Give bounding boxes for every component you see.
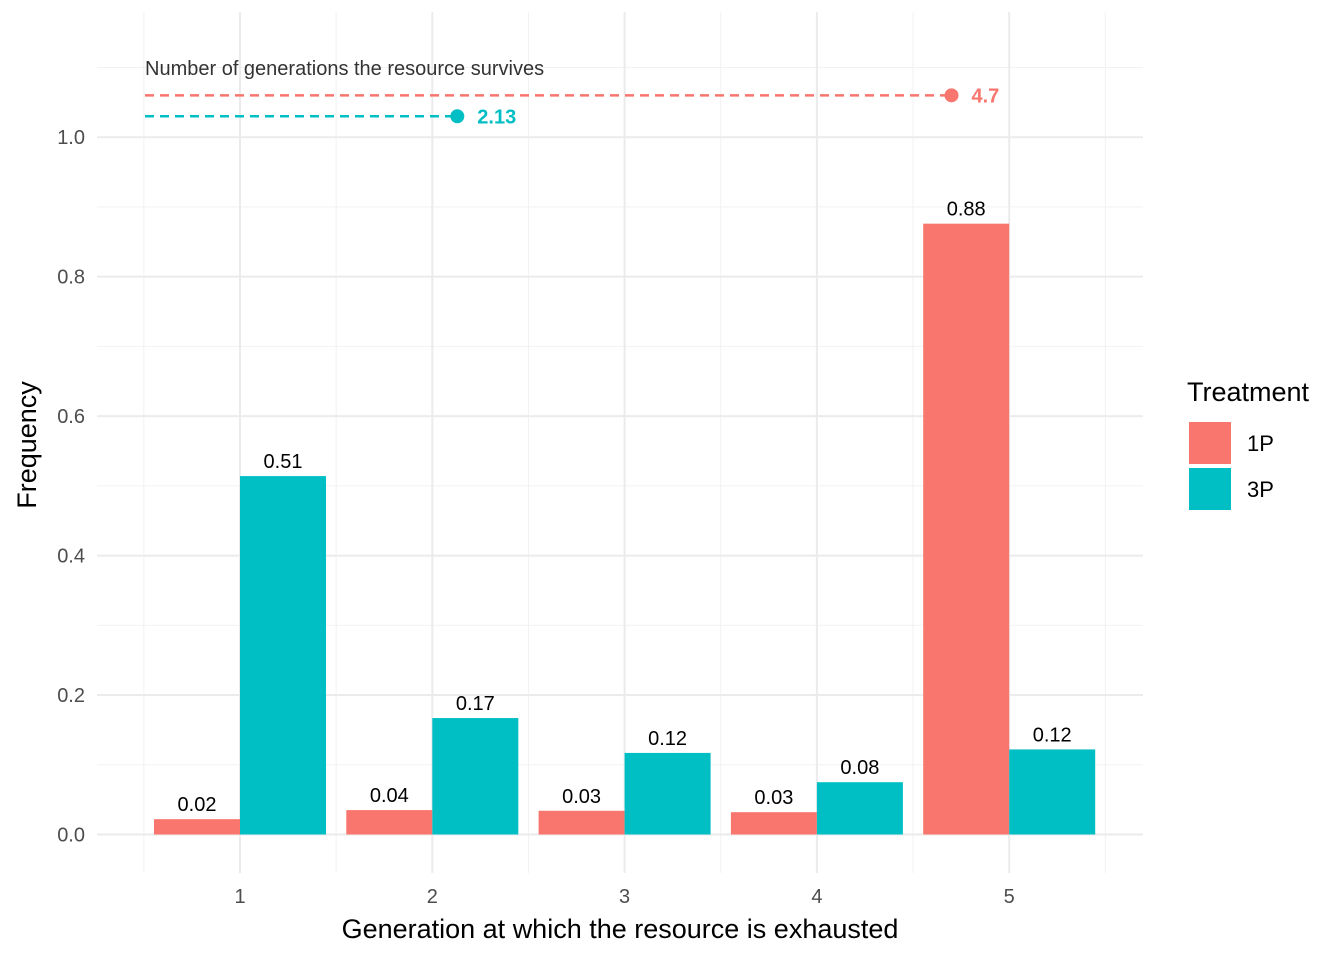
bar-label-3p-gen-4: 0.08 xyxy=(840,757,879,779)
x-axis-title: Generation at which the resource is exha… xyxy=(342,914,899,944)
bar-1p-gen-3 xyxy=(538,810,625,835)
bar-1p-gen-4 xyxy=(730,812,817,835)
bar-3p-gen-3 xyxy=(624,752,711,835)
y-axis-title: Frequency xyxy=(12,381,42,509)
annotation-title: Number of generations the resource survi… xyxy=(145,58,544,80)
legend-label-3p: 3P xyxy=(1247,477,1274,502)
bar-label-1p-gen-5: 0.88 xyxy=(947,199,986,221)
x-tick-label: 5 xyxy=(1004,886,1015,908)
bar-label-3p-gen-2: 0.17 xyxy=(456,693,495,715)
legend-label-1p: 1P xyxy=(1247,431,1274,456)
x-tick-label: 4 xyxy=(811,886,822,908)
y-tick-label: 0.0 xyxy=(57,825,85,847)
bar-label-1p-gen-4: 0.03 xyxy=(754,787,793,809)
bar-3p-gen-2 xyxy=(432,718,519,835)
legend-swatch-1p xyxy=(1189,422,1231,464)
bar-label-3p-gen-1: 0.51 xyxy=(264,451,303,473)
survival-annotation: Number of generations the resource survi… xyxy=(145,58,999,128)
bar-1p-gen-1 xyxy=(154,819,240,835)
x-tick-label: 3 xyxy=(619,886,630,908)
y-tick-label: 0.6 xyxy=(57,406,85,428)
legend-swatch-3p xyxy=(1189,468,1231,510)
x-tick-label: 2 xyxy=(427,886,438,908)
bar-label-1p-gen-3: 0.03 xyxy=(562,786,601,808)
survival-point-3p xyxy=(450,109,465,124)
survival-value-1p: 4.7 xyxy=(972,85,1000,107)
bar-value-labels: 0.02 0.04 0.03 0.03 0.88 0.51 0.17 0.12 0.08 0.12 xyxy=(178,199,1072,816)
y-tick-label: 0.4 xyxy=(57,546,85,568)
bar-label-1p-gen-1: 0.02 xyxy=(178,794,217,816)
axes: 0.0 0.2 0.4 0.6 0.8 1.0 1 2 3 4 5 xyxy=(57,127,1015,908)
bars xyxy=(154,223,1096,835)
survival-value-3p: 2.13 xyxy=(477,106,516,128)
bar-1p-gen-5 xyxy=(923,223,1010,835)
bar-label-1p-gen-2: 0.04 xyxy=(370,785,409,807)
bar-3p-gen-4 xyxy=(816,782,903,835)
legend-title: Treatment xyxy=(1187,377,1310,407)
bar-1p-gen-2 xyxy=(346,810,433,835)
y-tick-label: 0.2 xyxy=(57,685,85,707)
bar-3p-gen-5 xyxy=(1009,749,1096,835)
y-tick-label: 1.0 xyxy=(57,127,85,149)
bar-3p-gen-1 xyxy=(240,476,326,835)
x-tick-label: 1 xyxy=(234,886,245,908)
bar-label-3p-gen-5: 0.12 xyxy=(1033,724,1072,746)
survival-point-1p xyxy=(944,88,959,103)
bar-label-3p-gen-3: 0.12 xyxy=(648,728,687,750)
legend: Treatment 1P 3P xyxy=(1187,377,1310,510)
y-tick-label: 0.8 xyxy=(57,267,85,289)
